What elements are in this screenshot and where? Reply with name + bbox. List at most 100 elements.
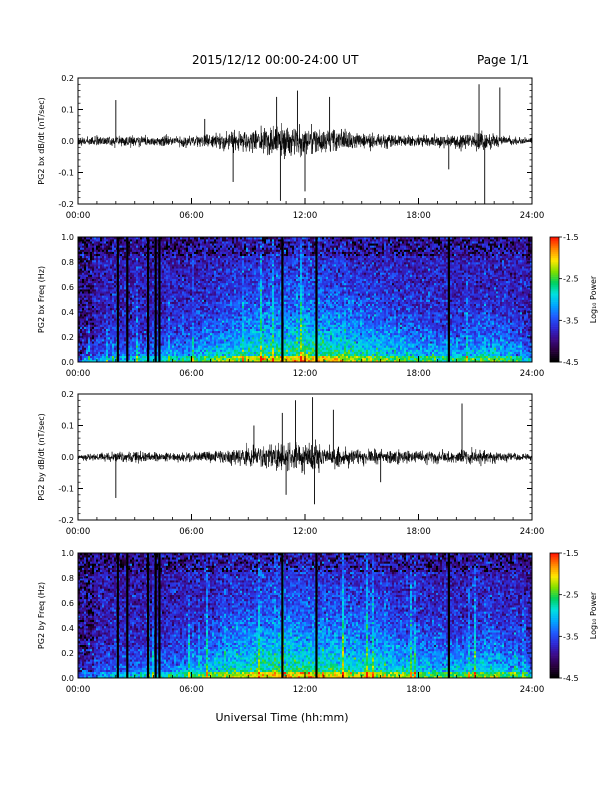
spectrogram-cell [182, 328, 185, 332]
spectrogram-cell [168, 322, 171, 325]
spectrogram-cell [202, 262, 205, 265]
spectrogram-cell [160, 237, 163, 240]
spectrogram-cell [224, 253, 227, 257]
spectrogram-cell [112, 316, 115, 319]
spectrogram-cell [94, 284, 97, 288]
spectrogram-cell [162, 262, 165, 265]
spectrogram-cell [162, 278, 165, 282]
spectrogram-cell [102, 243, 105, 246]
spectrogram-cell [100, 299, 103, 302]
spectrogram-cell [186, 345, 189, 348]
spectrogram-cell [200, 266, 203, 269]
spectrogram-cell [232, 326, 235, 329]
spectrogram-cell [108, 349, 111, 352]
spectrogram-cell [152, 359, 155, 363]
spectrogram-cell [204, 274, 207, 277]
spectrogram-cell [118, 293, 121, 296]
spectrogram-cell [80, 334, 83, 338]
spectrogram-cell [178, 341, 181, 344]
spectrogram-cell [80, 247, 83, 250]
spectrogram-cell [120, 332, 123, 336]
spectrogram-cell [166, 276, 169, 279]
spectrogram-cell [112, 243, 115, 246]
spectrogram-cell [182, 324, 185, 327]
spectrogram-cell [196, 307, 199, 311]
spectrogram-cell [160, 291, 163, 294]
spectrogram-cell [218, 330, 221, 334]
spectrogram-cell [122, 276, 125, 279]
spectrogram-cell [90, 312, 93, 315]
spectrogram-cell [110, 284, 113, 288]
spectrogram-cell [196, 349, 199, 352]
spectrogram-cell [118, 309, 121, 313]
spectrogram-cell [134, 318, 137, 321]
spectrogram-cell [134, 332, 137, 336]
spectrogram-cell [240, 320, 243, 323]
spectrogram-cell [78, 307, 81, 311]
spectrogram-cell [186, 337, 189, 340]
spectrogram-cell [170, 347, 173, 350]
spectrogram-cell [130, 314, 133, 317]
spectrogram-cell [112, 255, 115, 259]
spectrogram-cell [150, 316, 153, 319]
spectrogram-cell [170, 270, 173, 273]
spectrogram-cell [134, 299, 137, 302]
spectrogram-cell [198, 255, 201, 259]
spectrogram-cell [140, 276, 143, 279]
spectrogram-cell [218, 307, 221, 311]
spectrogram-cell [214, 245, 217, 248]
spectrogram-cell [230, 351, 233, 354]
spectrogram-cell [170, 332, 173, 336]
spectrogram-cell [220, 237, 223, 240]
spectrogram-cell [234, 305, 237, 309]
spectrogram-cell [178, 264, 181, 267]
spectrogram-cell [124, 303, 127, 307]
spectrogram-cell [102, 289, 105, 292]
spectrogram-cell [196, 255, 199, 259]
spectrogram-cell [128, 353, 131, 357]
spectrogram-cell [80, 305, 83, 309]
spectrogram-cell [106, 320, 109, 323]
spectrogram-cell [112, 330, 115, 334]
spectrogram-cell [216, 318, 219, 321]
spectrogram-cell [200, 351, 203, 354]
spectrogram-cell [230, 312, 233, 315]
spectrogram-cell [156, 274, 159, 277]
spectrogram-cell [212, 295, 215, 298]
spectrogram-cell [164, 243, 167, 246]
spectrogram-cell [132, 316, 135, 319]
spectrogram-cell [186, 237, 189, 240]
spectrogram-cell [88, 241, 91, 244]
spectrogram-cell [228, 339, 231, 342]
spectrogram-cell [88, 343, 91, 346]
spectrogram-cell [178, 278, 181, 282]
spectrogram-cell [104, 295, 107, 298]
spectrogram-cell [110, 264, 113, 267]
spectrogram-cell [180, 357, 183, 361]
spectrogram-cell [78, 357, 81, 361]
spectrogram-cell [232, 253, 235, 257]
spectrogram-cell [88, 330, 91, 334]
spectrogram-cell [162, 309, 165, 313]
spectrogram-cell [86, 330, 89, 334]
spectrogram-cell [204, 324, 207, 327]
spectrogram-cell [226, 287, 229, 290]
spectrogram-cell [240, 293, 243, 296]
spectrogram-cell [114, 262, 117, 265]
spectrogram-cell [82, 355, 85, 359]
spectrogram-cell [80, 318, 83, 321]
spectrogram-cell [82, 237, 85, 240]
spectrogram-cell [200, 293, 203, 296]
spectrogram-cell [236, 309, 239, 313]
spectrogram-cell [102, 309, 105, 313]
spectrogram-cell [118, 259, 121, 263]
spectrogram-cell [230, 305, 233, 309]
spectrogram-cell [208, 312, 211, 315]
spectrogram-cell [182, 249, 185, 252]
spectrogram-cell [164, 353, 167, 357]
spectrogram-cell [174, 247, 177, 250]
spectrogram-cell [90, 343, 93, 346]
spectrogram-cell [156, 291, 159, 294]
spectrogram-cell [190, 291, 193, 294]
spectrogram-cell [156, 324, 159, 327]
